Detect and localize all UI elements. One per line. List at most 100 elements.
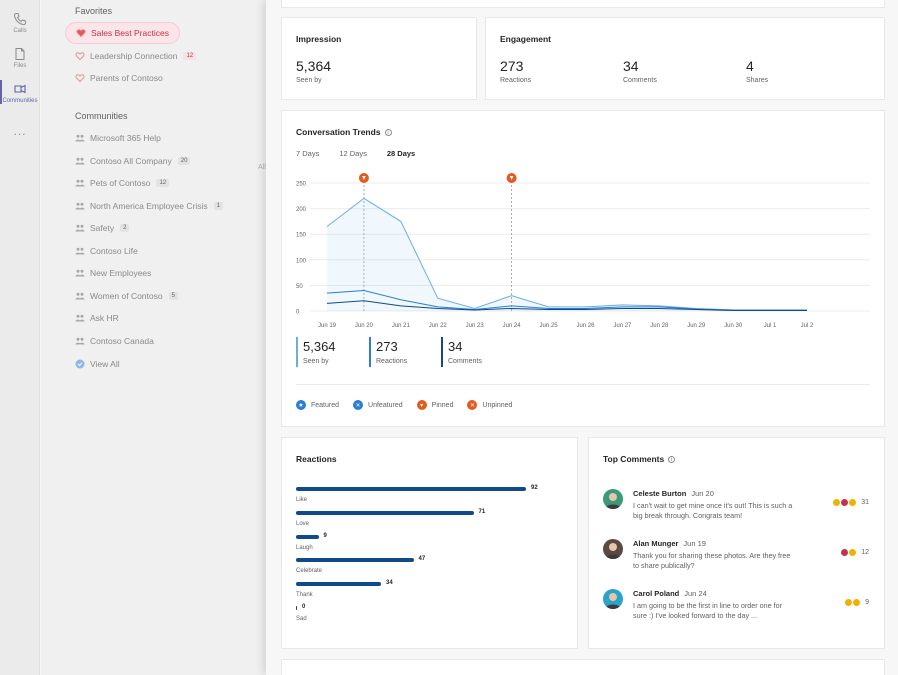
nav-item-community-7[interactable]: Women of Contoso 5 bbox=[65, 285, 188, 307]
nav-item-community-9[interactable]: Contoso Canada bbox=[65, 330, 164, 352]
rail-item-calls[interactable]: Calls bbox=[0, 12, 40, 34]
reaction-emoji-icon bbox=[833, 499, 841, 506]
favorites-title: Favorites bbox=[75, 6, 113, 16]
reaction-label: Thank bbox=[296, 592, 313, 599]
conversation-trends-card: Conversation Trends i 7 Days 12 Days 28 D… bbox=[281, 110, 885, 427]
y-tick-label: 0 bbox=[296, 310, 300, 316]
reaction-label: Celebrate bbox=[296, 568, 323, 575]
nav-item-label: Microsoft 365 Help bbox=[90, 133, 161, 143]
reaction-row: 92 Like bbox=[296, 485, 556, 507]
comment-item[interactable]: Celeste Burton Jun 20 I can't wait to get … bbox=[603, 489, 869, 529]
nav-item-label: Sales Best Practices bbox=[91, 28, 169, 38]
total-comments-value: 34 bbox=[448, 339, 463, 354]
nav-item-fav-0[interactable]: Sales Best Practices bbox=[65, 22, 180, 44]
top-comments-title: Top Comments i bbox=[603, 454, 676, 464]
reaction-value: 34 bbox=[386, 580, 393, 587]
x-tick-label: Jun 29 bbox=[687, 323, 706, 329]
comment-author: Alan Munger Jun 19 bbox=[633, 539, 706, 548]
reactions-bar bbox=[369, 337, 371, 367]
x-tick-label: Jul 1 bbox=[764, 323, 777, 329]
reaction-value: 92 bbox=[531, 485, 538, 491]
nav-item-label: Pets of Contoso bbox=[90, 178, 151, 188]
author-name: Alan Munger bbox=[633, 539, 679, 548]
nav-item-label: Women of Contoso bbox=[90, 290, 163, 301]
nav-item-fav-2[interactable]: Parents of Contoso bbox=[65, 67, 173, 89]
nav-item-community-6[interactable]: New Employees bbox=[65, 262, 161, 284]
tab-7-days[interactable]: 7 Days bbox=[296, 149, 320, 158]
reaction-emoji-icon bbox=[849, 549, 857, 556]
heart-icon bbox=[75, 51, 85, 61]
nav-item-community-5[interactable]: Contoso Life bbox=[65, 240, 148, 262]
communities-panel: Favorites Sales Best Practices Leadership… bbox=[41, 0, 266, 675]
reaction-label: Like bbox=[296, 497, 308, 503]
reaction-count: 9 bbox=[865, 599, 869, 606]
x-tick-label: Jun 28 bbox=[650, 323, 669, 329]
legend-unfeatured: ✕ Unfeatured bbox=[353, 400, 403, 410]
community-icon bbox=[75, 268, 85, 278]
series-line-reactions bbox=[326, 290, 807, 311]
more-apps-button[interactable]: ... bbox=[13, 124, 27, 138]
rail-label: Files bbox=[13, 63, 27, 69]
heart-icon bbox=[75, 73, 85, 83]
series-line-comments bbox=[326, 300, 807, 311]
nav-item-community-8[interactable]: Ask HR bbox=[65, 307, 129, 329]
x-tick-label: Jun 26 bbox=[576, 323, 595, 329]
top-comments-title-text: Top Comments bbox=[603, 454, 665, 464]
x-tick-label: Jun 24 bbox=[503, 323, 522, 329]
reactions-count: 273 bbox=[500, 58, 524, 74]
unpin-icon: ✕ bbox=[467, 400, 478, 410]
marker-legend: ★ Featured ✕ Unfeatured ▾ Pinned ✕ Unpin… bbox=[296, 400, 526, 410]
reaction-bar bbox=[296, 534, 319, 539]
reaction-emoji-icon bbox=[841, 549, 849, 556]
legend-unpinned-label: Unpinned bbox=[482, 401, 513, 409]
comment-item[interactable]: Carol Poland Jun 24 I am going to be the f… bbox=[603, 589, 869, 629]
avatar bbox=[603, 539, 623, 559]
rail-item-communities[interactable]: Communities bbox=[0, 80, 40, 104]
tab-28-days[interactable]: 28 Days bbox=[386, 149, 416, 158]
reaction-value: 9 bbox=[323, 532, 327, 539]
nav-item-community-3[interactable]: North America Employee Crisis 1 bbox=[65, 195, 233, 217]
unread-badge: 5 bbox=[168, 291, 178, 300]
author-name: Carol Poland bbox=[633, 589, 680, 598]
community-icon bbox=[75, 291, 85, 301]
nav-item-community-0[interactable]: Microsoft 365 Help bbox=[65, 127, 171, 149]
reaction-label: Laugh bbox=[296, 544, 313, 551]
unread-badge: 12 bbox=[183, 51, 197, 60]
community-icon bbox=[75, 133, 85, 143]
nav-item-label: Ask HR bbox=[90, 313, 119, 323]
comments-count: 34 bbox=[623, 58, 639, 74]
author-name: Celeste Burton bbox=[633, 489, 687, 498]
unread-badge: 2 bbox=[120, 224, 130, 232]
nav-item-label: Leadership Connection bbox=[90, 50, 178, 61]
nav-item-label: Contoso All Company bbox=[90, 155, 172, 166]
unread-badge: 20 bbox=[177, 156, 191, 165]
x-tick-label: Jul 2 bbox=[801, 323, 814, 329]
phone-icon bbox=[13, 13, 26, 26]
rail-item-files[interactable]: Files bbox=[0, 47, 40, 69]
view-all-link[interactable]: View All bbox=[65, 353, 130, 375]
total-reactions-label: Reactions bbox=[376, 358, 408, 365]
nav-item-community-4[interactable]: Safety 2 bbox=[65, 217, 139, 239]
tab-12-days[interactable]: 12 Days bbox=[339, 149, 367, 158]
view-all-label: View All bbox=[90, 359, 120, 369]
info-icon[interactable]: i bbox=[384, 129, 392, 137]
range-tabs: 7 Days 12 Days 28 Days bbox=[296, 149, 435, 158]
nav-item-fav-1[interactable]: Leadership Connection 12 bbox=[65, 45, 206, 67]
reaction-emoji-icon bbox=[849, 499, 857, 506]
info-icon[interactable]: i bbox=[668, 456, 676, 464]
nav-item-community-1[interactable]: Contoso All Company 20 bbox=[65, 150, 200, 172]
reaction-row: 47 Celebrate bbox=[296, 556, 556, 578]
nav-item-label: Contoso Canada bbox=[90, 335, 154, 346]
nav-item-label: North America Employee Crisis bbox=[90, 200, 208, 211]
nav-item-community-2[interactable]: Pets of Contoso 12 bbox=[65, 172, 179, 194]
seen-by-bar bbox=[296, 337, 298, 367]
y-tick-label: 50 bbox=[296, 284, 303, 290]
community-icon bbox=[75, 201, 85, 211]
view-all-icon bbox=[75, 359, 85, 369]
comment-text: I can't wait to get mine once it's out! … bbox=[633, 501, 793, 520]
engagement-card: Engagement 273 Reactions 34 Comments 4 S… bbox=[485, 17, 885, 100]
y-tick-label: 200 bbox=[296, 207, 307, 213]
comment-item[interactable]: Alan Munger Jun 19 Thank you for sharing t… bbox=[603, 539, 869, 579]
community-icon bbox=[75, 336, 85, 346]
reaction-label: Love bbox=[296, 520, 310, 527]
